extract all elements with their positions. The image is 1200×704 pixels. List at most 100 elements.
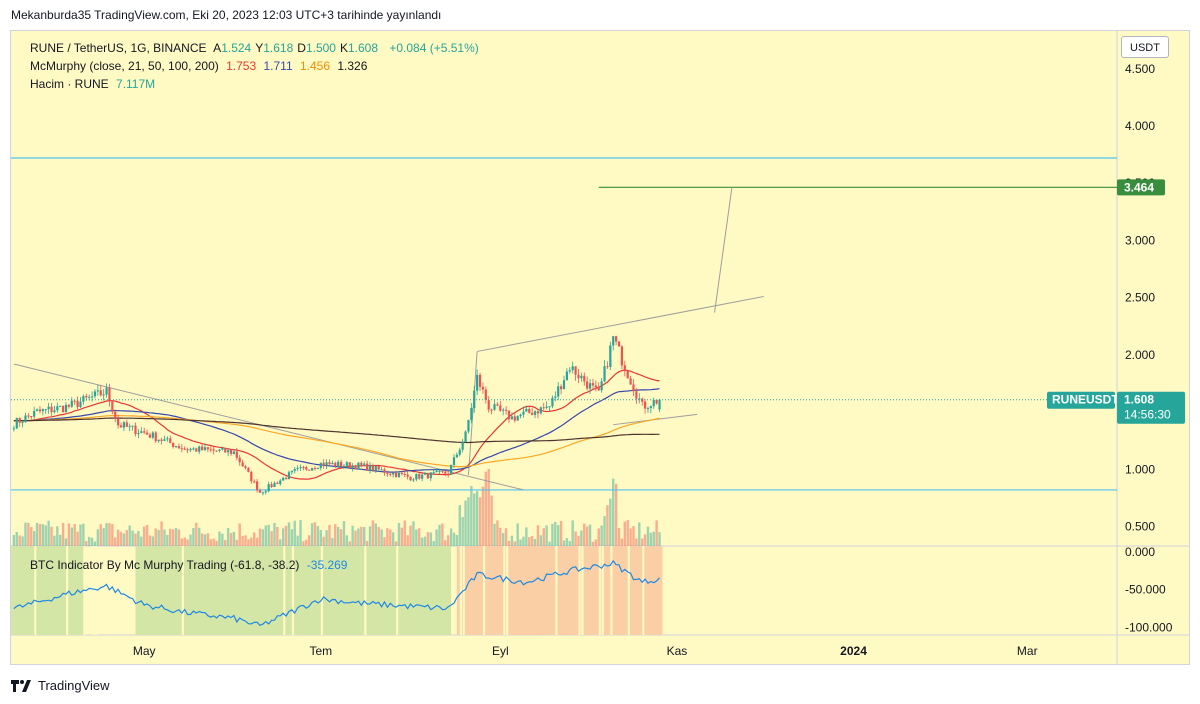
- volume-bar: [82, 523, 85, 546]
- candle-body: [461, 442, 464, 450]
- volume-bar: [638, 522, 641, 546]
- candle-body: [41, 409, 44, 412]
- volume-bar: [551, 523, 554, 546]
- volume-bar: [533, 538, 537, 546]
- candle-body: [560, 386, 563, 390]
- candle-body: [371, 465, 375, 471]
- volume-bar: [114, 537, 117, 546]
- price-tick-label: 3.000: [1125, 233, 1155, 247]
- candle-body: [487, 400, 490, 410]
- volume-bar: [50, 526, 53, 546]
- volume-bar: [562, 540, 566, 546]
- candle-body: [603, 366, 606, 382]
- candle-body: [64, 404, 68, 413]
- volume-bar: [174, 528, 178, 546]
- currency-button[interactable]: USDT: [1121, 36, 1169, 58]
- candle-body: [363, 463, 366, 465]
- volume-bar: [345, 535, 349, 546]
- candle-body: [244, 466, 247, 468]
- volume-bar: [585, 526, 589, 546]
- chart-canvas[interactable]: 4.5004.0003.5003.0002.5002.0001.5001.000…: [11, 31, 1189, 664]
- volume-bar: [374, 523, 378, 546]
- trendline: [467, 351, 478, 476]
- volume-bar: [507, 540, 511, 546]
- price-tick-label: 0.500: [1125, 520, 1155, 534]
- volume-bar: [293, 520, 296, 546]
- candle-body: [311, 468, 314, 471]
- volume-value: 7.117M: [116, 77, 156, 91]
- price-tick-label: 4.000: [1125, 119, 1155, 133]
- candle-body: [172, 442, 175, 447]
- volume-bars: [12, 469, 661, 546]
- candle-body: [342, 465, 346, 467]
- indicator-zone-gap: [66, 546, 69, 635]
- symbol-badge-label: RUNEUSDT: [1052, 393, 1119, 407]
- volume-bar: [241, 535, 244, 546]
- volume-legend[interactable]: Hacim · RUNE 7.117M: [30, 77, 159, 91]
- volume-bar: [319, 529, 322, 546]
- candle-body: [643, 401, 647, 409]
- mcmurphy-legend[interactable]: McMurphy (close, 21, 50, 100, 200) 1.753…: [30, 59, 371, 73]
- candle-body: [588, 383, 592, 389]
- tradingview-logo[interactable]: TradingView: [11, 678, 110, 693]
- volume-bar: [377, 527, 380, 546]
- candle-body: [435, 470, 438, 473]
- volume-bar: [281, 528, 285, 546]
- candle-body: [533, 411, 537, 415]
- candle-body: [30, 416, 33, 418]
- candle-body: [551, 397, 554, 407]
- volume-bar: [435, 529, 438, 546]
- indicator-legend[interactable]: BTC Indicator By Mc Murphy Trading (-61.…: [30, 558, 351, 572]
- ohlc-k: K1.608: [339, 41, 379, 55]
- indicator-zone-gap: [34, 546, 37, 635]
- indicator-zone-gap: [627, 546, 630, 635]
- candle-body: [412, 479, 415, 481]
- volume-bar: [32, 531, 36, 546]
- candle-body: [339, 461, 343, 467]
- candle-body: [267, 484, 270, 492]
- volume-bar: [643, 534, 647, 546]
- volume-bar: [134, 533, 137, 546]
- volume-bar: [235, 539, 239, 546]
- volume-bar: [504, 528, 508, 546]
- candle-body: [232, 451, 236, 454]
- candle-body: [565, 371, 568, 381]
- symbol-legend[interactable]: RUNE / TetherUS, 1G, BINANCE A1.524 Y1.61…: [30, 41, 483, 55]
- volume-bar: [122, 533, 126, 546]
- candle-body: [35, 409, 39, 411]
- volume-bar: [383, 537, 386, 546]
- volume-bar: [412, 521, 415, 546]
- volume-bar: [635, 538, 638, 546]
- volume-bar: [313, 522, 317, 546]
- candle-body: [583, 375, 586, 382]
- indicator-zone-gap: [92, 546, 95, 635]
- volume-bar: [38, 523, 42, 546]
- volume-bar: [580, 530, 583, 546]
- candle-body: [56, 406, 59, 411]
- volume-bar: [646, 526, 650, 546]
- candle-body: [261, 492, 264, 494]
- volume-bar: [446, 535, 450, 546]
- volume-bar: [487, 469, 490, 546]
- indicator-zones: [11, 546, 663, 635]
- candle-body: [658, 399, 661, 410]
- volume-bar: [655, 520, 658, 546]
- volume-bar: [475, 491, 479, 546]
- candle-body: [276, 482, 279, 485]
- candle-body: [125, 422, 128, 427]
- volume-bar: [226, 528, 230, 546]
- publication-info: Mekanburda35 TradingView.com, Eki 20, 20…: [11, 8, 442, 22]
- candle-body: [473, 390, 476, 408]
- volume-bar: [21, 536, 24, 546]
- candle-body: [577, 374, 580, 379]
- candle-body: [308, 469, 311, 471]
- candle-body: [293, 468, 296, 471]
- volume-bar: [180, 538, 184, 546]
- volume-bar: [397, 523, 401, 546]
- candle-body: [253, 481, 256, 483]
- candle-body: [18, 418, 21, 423]
- candle-body: [481, 386, 485, 390]
- candles: [12, 335, 661, 496]
- volume-bar: [449, 528, 453, 546]
- volume-bar: [614, 483, 618, 546]
